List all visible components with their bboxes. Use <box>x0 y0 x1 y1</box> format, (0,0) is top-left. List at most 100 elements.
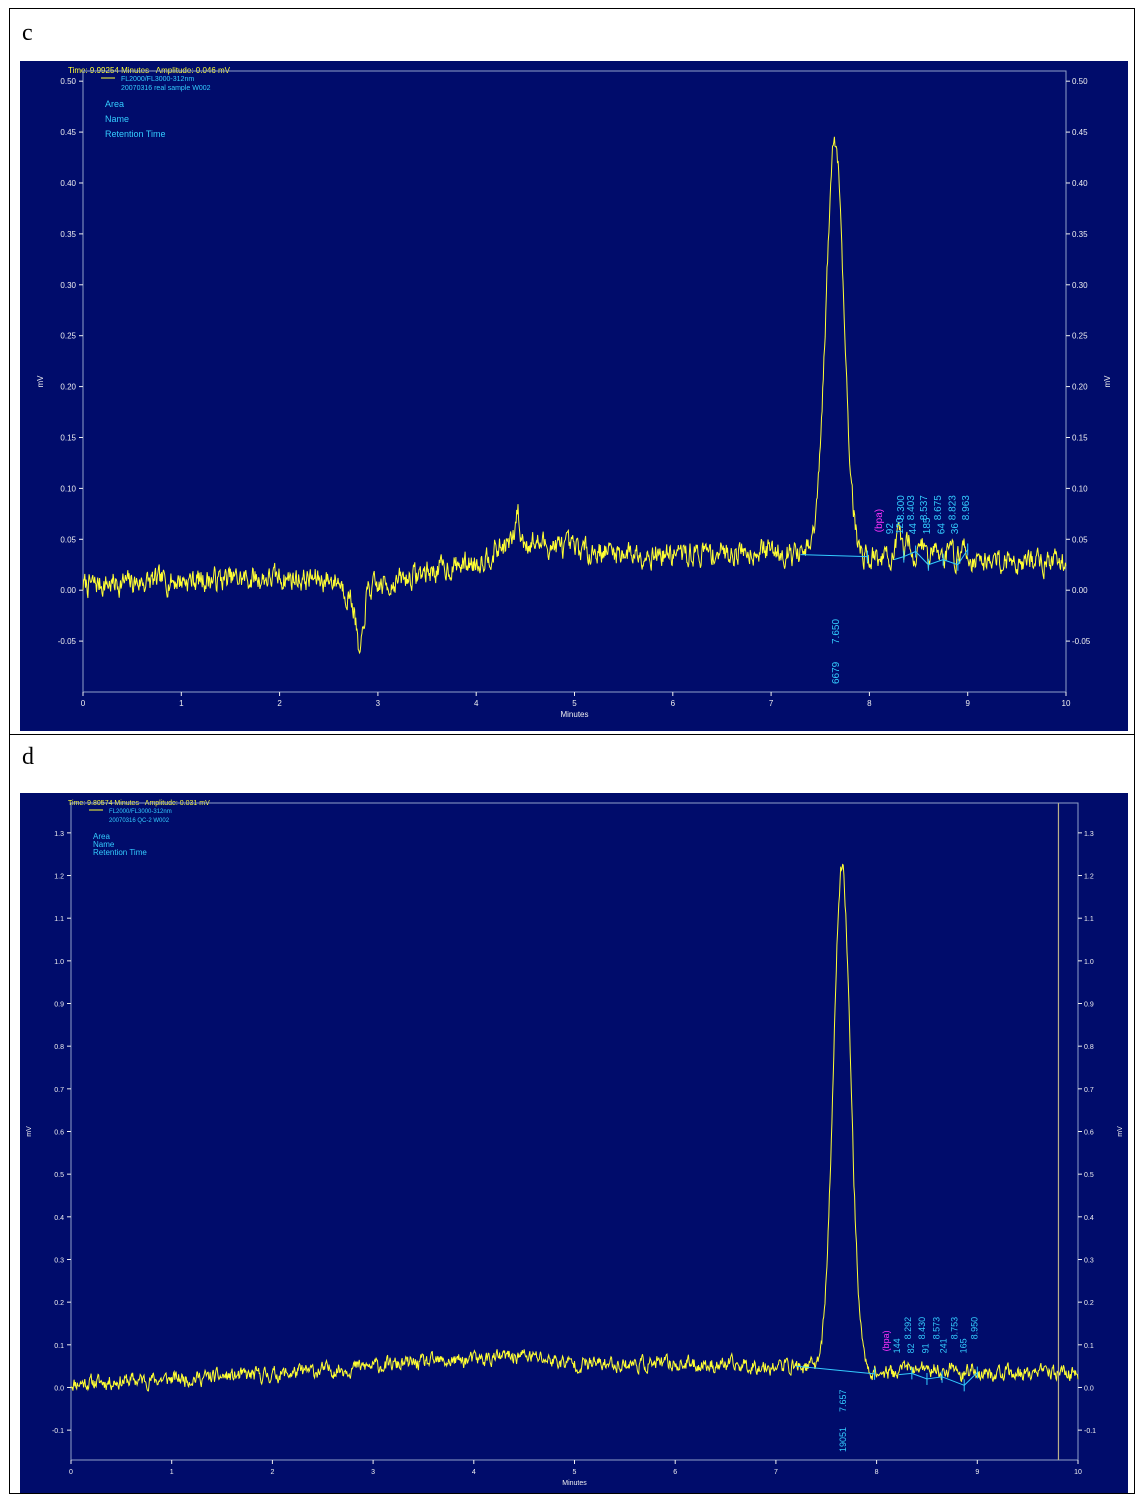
y-tick-label-left: 0.50 <box>60 77 76 86</box>
peak-retention-time-label: 7.650 <box>831 619 842 644</box>
chromatogram-chart-d: Time: 9.80574 Minutes - Amplitude: 0.031… <box>20 793 1128 1493</box>
y-tick-label-right: 0.0 <box>1084 1385 1094 1392</box>
legend-key-name: Name <box>93 840 115 849</box>
x-tick-label: 0 <box>69 1469 73 1476</box>
y-tick-label-left: 1.3 <box>54 831 64 838</box>
legend-key-area: Area <box>105 99 124 109</box>
integration-baseline <box>903 551 916 558</box>
y-axis-label-left: mV <box>26 1126 33 1137</box>
peak-retention-time-label: 8.753 <box>949 1317 959 1340</box>
y-tick-label-right: 0.50 <box>1072 77 1088 86</box>
peak-area-label: 44 <box>908 523 919 535</box>
legend-key-name: Name <box>105 114 129 124</box>
peak-area-label: 36 <box>950 523 961 535</box>
signal-trace <box>70 863 1079 1392</box>
x-tick-label: 8 <box>867 699 872 708</box>
y-tick-label-left: 0.8 <box>54 1044 64 1051</box>
y-tick-label-left: 0.05 <box>60 535 76 544</box>
x-tick-label: 5 <box>573 1469 577 1476</box>
panel-letter-c: c <box>22 20 33 46</box>
y-tick-label-left: 0.20 <box>60 383 76 392</box>
y-tick-label-right: 0.6 <box>1084 1130 1094 1137</box>
integration-baseline <box>942 559 959 566</box>
y-tick-label-right: 0.4 <box>1084 1215 1094 1222</box>
peak-retention-time-label: 8.292 <box>903 1317 913 1340</box>
y-tick-label-left: 0.5 <box>54 1172 64 1179</box>
legend-series-name: FL2000/FL3000-312nm <box>109 809 172 815</box>
y-tick-label-left: 0.7 <box>54 1087 64 1094</box>
x-tick-label: 3 <box>371 1469 375 1476</box>
peak-retention-time-label: 8.950 <box>969 1317 979 1340</box>
x-tick-label: 10 <box>1074 1469 1082 1476</box>
integration-baseline <box>898 1372 912 1376</box>
peak-area-label: 64 <box>936 523 947 535</box>
y-tick-label-right: 0.05 <box>1072 535 1088 544</box>
peak-retention-time-label: 8.403 <box>906 495 917 520</box>
peak-name-label: (bpa) <box>874 509 885 532</box>
integration-baseline <box>957 549 969 566</box>
integration-baseline <box>893 556 904 561</box>
y-tick-label-left: 1.0 <box>54 959 64 966</box>
integration-baseline <box>915 551 929 566</box>
y-tick-label-left: 0.9 <box>54 1002 64 1009</box>
peak-area-label: 6679 <box>831 661 842 684</box>
y-tick-label-right: 0.35 <box>1072 230 1088 239</box>
plot-background <box>20 61 1128 731</box>
y-tick-label-right: -0.1 <box>1084 1428 1096 1435</box>
y-tick-label-left: 0.2 <box>54 1300 64 1307</box>
legend-sample-name: 20070316 QC-2 W002 <box>109 818 170 824</box>
y-tick-label-left: 1.2 <box>54 874 64 881</box>
y-tick-label-right: 0.8 <box>1084 1044 1094 1051</box>
y-tick-label-right: -0.05 <box>1072 637 1091 646</box>
y-tick-label-left: 0.4 <box>54 1215 64 1222</box>
plot-background <box>20 793 1128 1493</box>
peak-retention-time-label: 8.675 <box>933 495 944 520</box>
y-tick-label-right: 0.10 <box>1072 484 1088 493</box>
legend-series-name: FL2000/FL3000-312nm <box>121 76 194 83</box>
legend-key-area: Area <box>93 832 110 841</box>
peak-area-label: 165 <box>958 1338 968 1353</box>
panel-letter-d: d <box>22 744 34 770</box>
y-tick-label-left: 0.3 <box>54 1257 64 1264</box>
y-tick-label-right: 0.3 <box>1084 1257 1094 1264</box>
x-tick-label: 9 <box>965 699 970 708</box>
peak-retention-time-label: 8.573 <box>931 1317 941 1340</box>
y-tick-label-left: 0.15 <box>60 433 76 442</box>
chromatogram-chart-c: Time: 9.99254 Minutes - Amplitude: 0.046… <box>20 61 1128 731</box>
integration-baseline <box>928 559 944 566</box>
x-axis-label: Minutes <box>560 710 588 719</box>
x-tick-label: 1 <box>170 1469 174 1476</box>
y-tick-label-right: 1.3 <box>1084 831 1094 838</box>
y-tick-label-right: 0.25 <box>1072 332 1088 341</box>
peak-area-label: 120 <box>895 517 906 534</box>
peak-retention-time-label: 8.430 <box>917 1317 927 1340</box>
x-tick-label: 4 <box>474 699 479 708</box>
y-tick-label-right: 0.7 <box>1084 1087 1094 1094</box>
y-axis-label-left: mV <box>36 375 45 388</box>
y-tick-label-right: 0.00 <box>1072 586 1088 595</box>
y-tick-label-left: 0.00 <box>60 586 76 595</box>
x-tick-label: 4 <box>472 1469 476 1476</box>
x-tick-label: 9 <box>975 1469 979 1476</box>
peak-area-label: 241 <box>938 1338 948 1353</box>
integration-baseline <box>911 1372 928 1380</box>
y-tick-label-right: 0.15 <box>1072 433 1088 442</box>
integration-baseline <box>795 1365 875 1375</box>
peak-area-label: 82 <box>906 1343 916 1353</box>
x-tick-label: 6 <box>671 699 676 708</box>
x-tick-label: 5 <box>572 699 577 708</box>
y-tick-label-right: 0.2 <box>1084 1300 1094 1307</box>
peak-retention-time-label: 7.657 <box>838 1389 848 1412</box>
figure-table <box>9 8 1135 1494</box>
legend-sample-name: 20070316 real sample W002 <box>121 85 211 92</box>
y-tick-label-right: 0.30 <box>1072 281 1088 290</box>
y-tick-label-right: 0.40 <box>1072 179 1088 188</box>
y-tick-label-left: 0.35 <box>60 230 76 239</box>
legend-key-retention-time: Retention Time <box>93 848 147 857</box>
x-tick-label: 8 <box>875 1469 879 1476</box>
y-tick-label-left: 0.45 <box>60 128 76 137</box>
legend-key-retention-time: Retention Time <box>105 129 166 139</box>
y-tick-label-right: 0.9 <box>1084 1002 1094 1009</box>
peak-area-label: 144 <box>892 1338 902 1353</box>
x-tick-label: 7 <box>774 1469 778 1476</box>
